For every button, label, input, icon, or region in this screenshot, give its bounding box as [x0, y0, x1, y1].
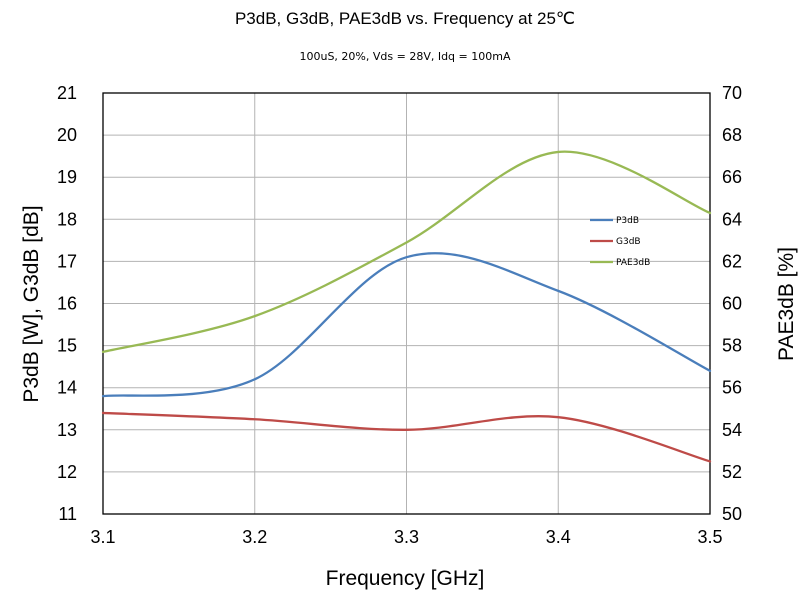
y2-tick-label: 60 [722, 294, 742, 314]
y-tick-label: 16 [57, 294, 77, 314]
tick-labels: 11 12 13 14 15 16 17 18 19 20 21 50 52 54 56 58 60 62 64 66… [57, 83, 742, 547]
y-tick-label: 14 [57, 378, 77, 398]
y-tick-label: 12 [57, 462, 77, 482]
x-tick-label: 3.3 [394, 527, 419, 547]
y-tick-label: 17 [57, 251, 77, 271]
y2-tick-label: 66 [722, 167, 742, 187]
y2-tick-label: 64 [722, 209, 742, 229]
y2-tick-label: 62 [722, 251, 742, 271]
legend-label-p3db: P3dB [616, 216, 639, 226]
chart-subtitle: 100uS, 20%, Vds = 28V, Idq = 100mA [299, 50, 510, 63]
x-tick-label: 3.4 [546, 527, 571, 547]
x-tick-label: 3.5 [697, 527, 722, 547]
y2-tick-label: 68 [722, 125, 742, 145]
grid [102, 92, 711, 515]
y2-tick-label: 58 [722, 336, 742, 356]
y-tick-label: 21 [57, 83, 77, 103]
x-tick-label: 3.2 [242, 527, 267, 547]
series-lines [101, 150, 712, 463]
series-line-p3db [101, 252, 712, 398]
legend: P3dB G3dB PAE3dB [590, 216, 650, 268]
y2-tick-label: 70 [722, 83, 742, 103]
y-tick-label: 20 [57, 125, 77, 145]
x-tick-label: 3.1 [90, 527, 115, 547]
plot-frame [102, 92, 711, 515]
legend-label-g3db: G3dB [616, 237, 641, 247]
y2-tick-label: 50 [722, 504, 742, 524]
y-tick-label: 19 [57, 167, 77, 187]
y2-axis-label: PAE3dB [%] [775, 247, 798, 361]
y-axis-label: P3dB [W], G3dB [dB] [20, 205, 43, 402]
series-line-g3db [101, 411, 712, 463]
y-tick-label: 13 [57, 420, 77, 440]
y2-tick-label: 52 [722, 462, 742, 482]
y2-tick-label: 54 [722, 420, 742, 440]
x-axis-label: Frequency [GHz] [326, 567, 485, 590]
y-tick-label: 15 [57, 336, 77, 356]
y2-tick-label: 56 [722, 378, 742, 398]
chart-title: P3dB, G3dB, PAE3dB vs. Frequency at 25℃ [235, 9, 575, 28]
y-tick-label: 11 [58, 504, 77, 524]
y-tick-label: 18 [57, 209, 77, 229]
series-line-pae3db [101, 150, 712, 354]
legend-label-pae3db: PAE3dB [616, 258, 650, 268]
